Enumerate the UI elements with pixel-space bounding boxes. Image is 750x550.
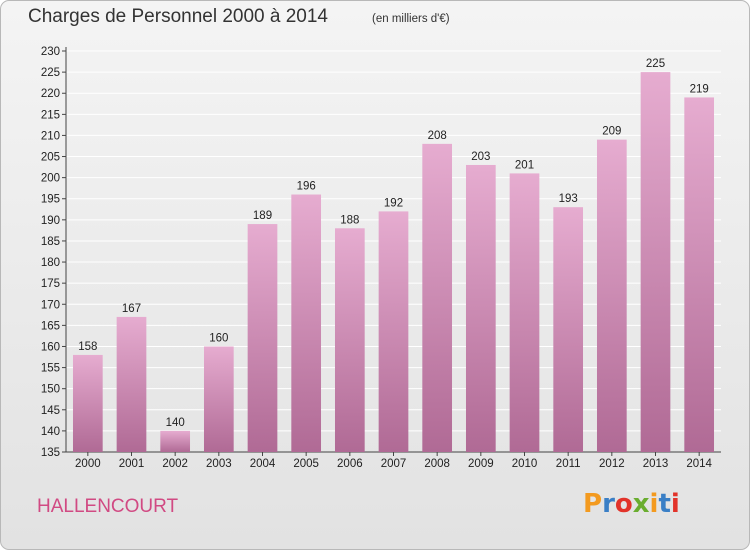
commune-name: HALLENCOURT (37, 496, 179, 517)
x-tick-label: 2000 (75, 458, 101, 470)
y-tick-label: 220 (41, 88, 60, 100)
y-tick-label: 225 (41, 67, 60, 79)
value-label: 189 (253, 210, 272, 222)
bar-2010 (509, 173, 540, 452)
x-tick-label: 2010 (512, 458, 538, 470)
chart-title: Charges de Personnel 2000 à 2014 (28, 6, 329, 27)
y-tick-label: 165 (41, 320, 60, 332)
value-label: 193 (559, 193, 578, 205)
bar-2000 (72, 354, 103, 452)
value-label: 219 (690, 83, 709, 95)
bar-chart: 135 140 145 150 155 160 165 170 175 180 185 190 195 2… (41, 46, 721, 470)
y-tick-label: 195 (41, 194, 60, 206)
bar-2004 (247, 224, 278, 452)
y-tick-label: 200 (41, 173, 60, 185)
value-label: 158 (78, 341, 97, 353)
value-label: 208 (428, 130, 447, 142)
x-tick-label: 2006 (337, 458, 363, 470)
y-tick-label: 170 (41, 299, 60, 311)
value-label: 188 (340, 214, 359, 226)
logo-letter: t (658, 489, 671, 519)
labels: 135 140 145 150 155 160 165 170 175 180 185 190 195 2… (41, 46, 713, 470)
value-label: 203 (471, 151, 490, 163)
y-tick-label: 140 (41, 426, 60, 438)
value-label: 196 (297, 181, 316, 193)
x-tick-label: 2011 (556, 458, 581, 470)
chart-subtitle: (en milliers d'€) (372, 13, 450, 25)
bar-2011 (553, 207, 584, 452)
x-tick-label: 2014 (686, 458, 712, 470)
y-tick-label: 145 (41, 405, 60, 417)
bar-2007 (378, 211, 409, 452)
bar-2003 (203, 346, 234, 452)
x-tick-label: 2009 (468, 458, 494, 470)
value-label: 209 (602, 126, 621, 138)
y-tick-label: 160 (41, 341, 60, 353)
value-label: 160 (209, 332, 228, 344)
bar-2001 (116, 316, 147, 452)
value-label: 167 (122, 303, 141, 315)
y-tick-label: 230 (41, 46, 60, 58)
y-tick-label: 150 (41, 384, 60, 396)
x-tick-label: 2001 (119, 458, 145, 470)
y-tick-label: 210 (41, 130, 60, 142)
bars (72, 72, 715, 453)
bar-2013 (640, 72, 671, 453)
y-tick-label: 185 (41, 236, 60, 248)
x-tick-label: 2007 (381, 458, 407, 470)
y-tick-label: 205 (41, 152, 60, 164)
x-tick-label: 2003 (206, 458, 232, 470)
y-tick-label: 175 (41, 278, 60, 290)
y-tick-label: 135 (41, 447, 60, 459)
x-tick-label: 2012 (599, 458, 625, 470)
logo-letter: P (583, 489, 603, 519)
value-label: 201 (515, 159, 534, 171)
y-tick-label: 190 (41, 215, 60, 227)
logo-letter: o (614, 489, 633, 519)
logo-letter: i (670, 489, 680, 519)
x-tick-label: 2002 (162, 458, 188, 470)
value-label: 225 (646, 58, 665, 70)
bar-2005 (291, 194, 322, 452)
value-label: 192 (384, 197, 403, 209)
bar-2009 (465, 164, 496, 452)
y-tick-label: 180 (41, 257, 60, 269)
y-tick-label: 215 (41, 109, 60, 121)
logo-letter: x (632, 489, 650, 519)
x-tick-label: 2008 (424, 458, 450, 470)
value-label: 140 (166, 417, 185, 429)
x-tick-label: 2004 (250, 458, 276, 470)
logo-letter: i (649, 489, 659, 519)
y-tick-label: 155 (41, 363, 60, 375)
bar-2012 (596, 139, 627, 453)
bar-2008 (422, 143, 453, 452)
bar-2014 (684, 97, 715, 452)
bar-2002 (160, 430, 191, 452)
logo-letter: r (602, 489, 615, 519)
x-tick-label: 2013 (643, 458, 669, 470)
bar-2006 (334, 228, 365, 452)
x-tick-label: 2005 (293, 458, 319, 470)
proxiti-logo: Proxiti (583, 489, 680, 519)
